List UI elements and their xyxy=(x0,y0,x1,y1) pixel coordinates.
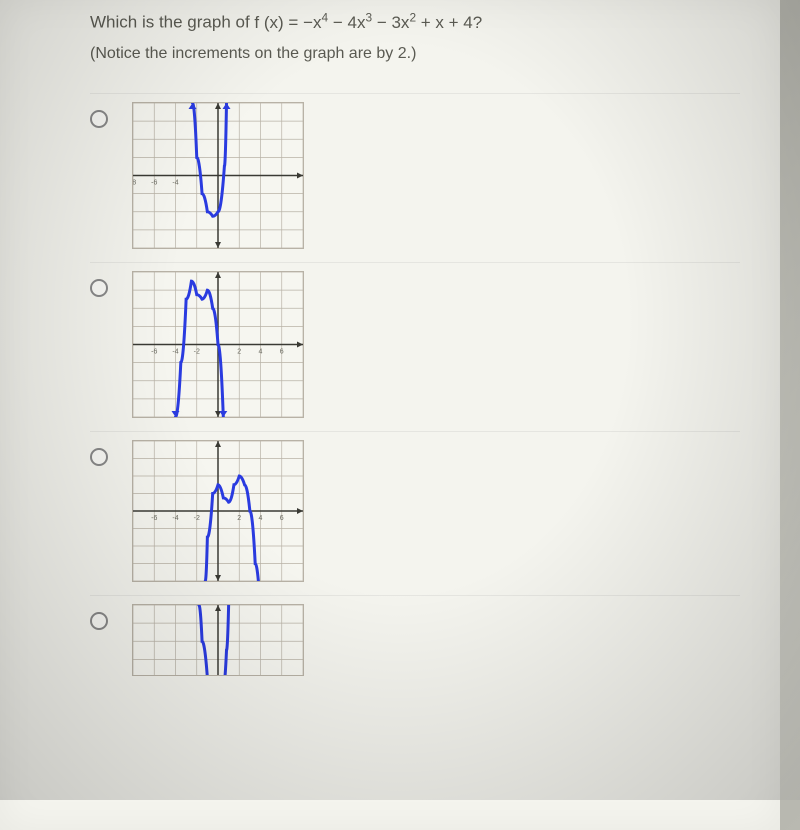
radio-button[interactable] xyxy=(90,279,108,297)
svg-text:-8: -8 xyxy=(132,179,136,186)
options-container: -8 -6 -4 -6 -4 -2 2 4 6 -6 -4 -2 2 4 6 xyxy=(90,93,740,681)
question-formula: f (x) = −x4 − 4x3 − 3x2 + x + 4? xyxy=(254,13,482,32)
radio-button[interactable] xyxy=(90,448,108,466)
option-row[interactable]: -6 -4 -2 2 4 6 xyxy=(90,262,740,423)
svg-text:6: 6 xyxy=(280,348,284,355)
svg-text:4: 4 xyxy=(259,515,263,522)
radio-button[interactable] xyxy=(90,612,108,630)
question-text: Which is the graph of f (x) = −x4 − 4x3 … xyxy=(90,10,740,33)
svg-text:-2: -2 xyxy=(194,348,200,355)
graph-option-D xyxy=(132,604,304,681)
graph-option-C: -6 -4 -2 2 4 6 xyxy=(132,440,304,587)
svg-text:-4: -4 xyxy=(172,348,178,355)
radio-button[interactable] xyxy=(90,110,108,128)
graph-option-A: -8 -6 -4 xyxy=(132,102,304,254)
question-prefix: Which is the graph of xyxy=(90,13,254,32)
svg-text:2: 2 xyxy=(237,515,241,522)
svg-text:2: 2 xyxy=(237,348,241,355)
option-row[interactable]: -8 -6 -4 xyxy=(90,93,740,254)
worksheet-page: Which is the graph of f (x) = −x4 − 4x3 … xyxy=(0,0,780,830)
option-row[interactable] xyxy=(90,595,740,681)
svg-text:-2: -2 xyxy=(194,515,200,522)
svg-text:-4: -4 xyxy=(172,515,178,522)
graph-option-B: -6 -4 -2 2 4 6 xyxy=(132,271,304,423)
svg-text:-6: -6 xyxy=(151,515,157,522)
increment-note: (Notice the increments on the graph are … xyxy=(90,45,740,63)
svg-text:-6: -6 xyxy=(151,348,157,355)
svg-text:-4: -4 xyxy=(172,179,178,186)
svg-text:6: 6 xyxy=(280,515,284,522)
option-row[interactable]: -6 -4 -2 2 4 6 xyxy=(90,431,740,587)
svg-text:4: 4 xyxy=(259,348,263,355)
svg-text:-6: -6 xyxy=(151,179,157,186)
